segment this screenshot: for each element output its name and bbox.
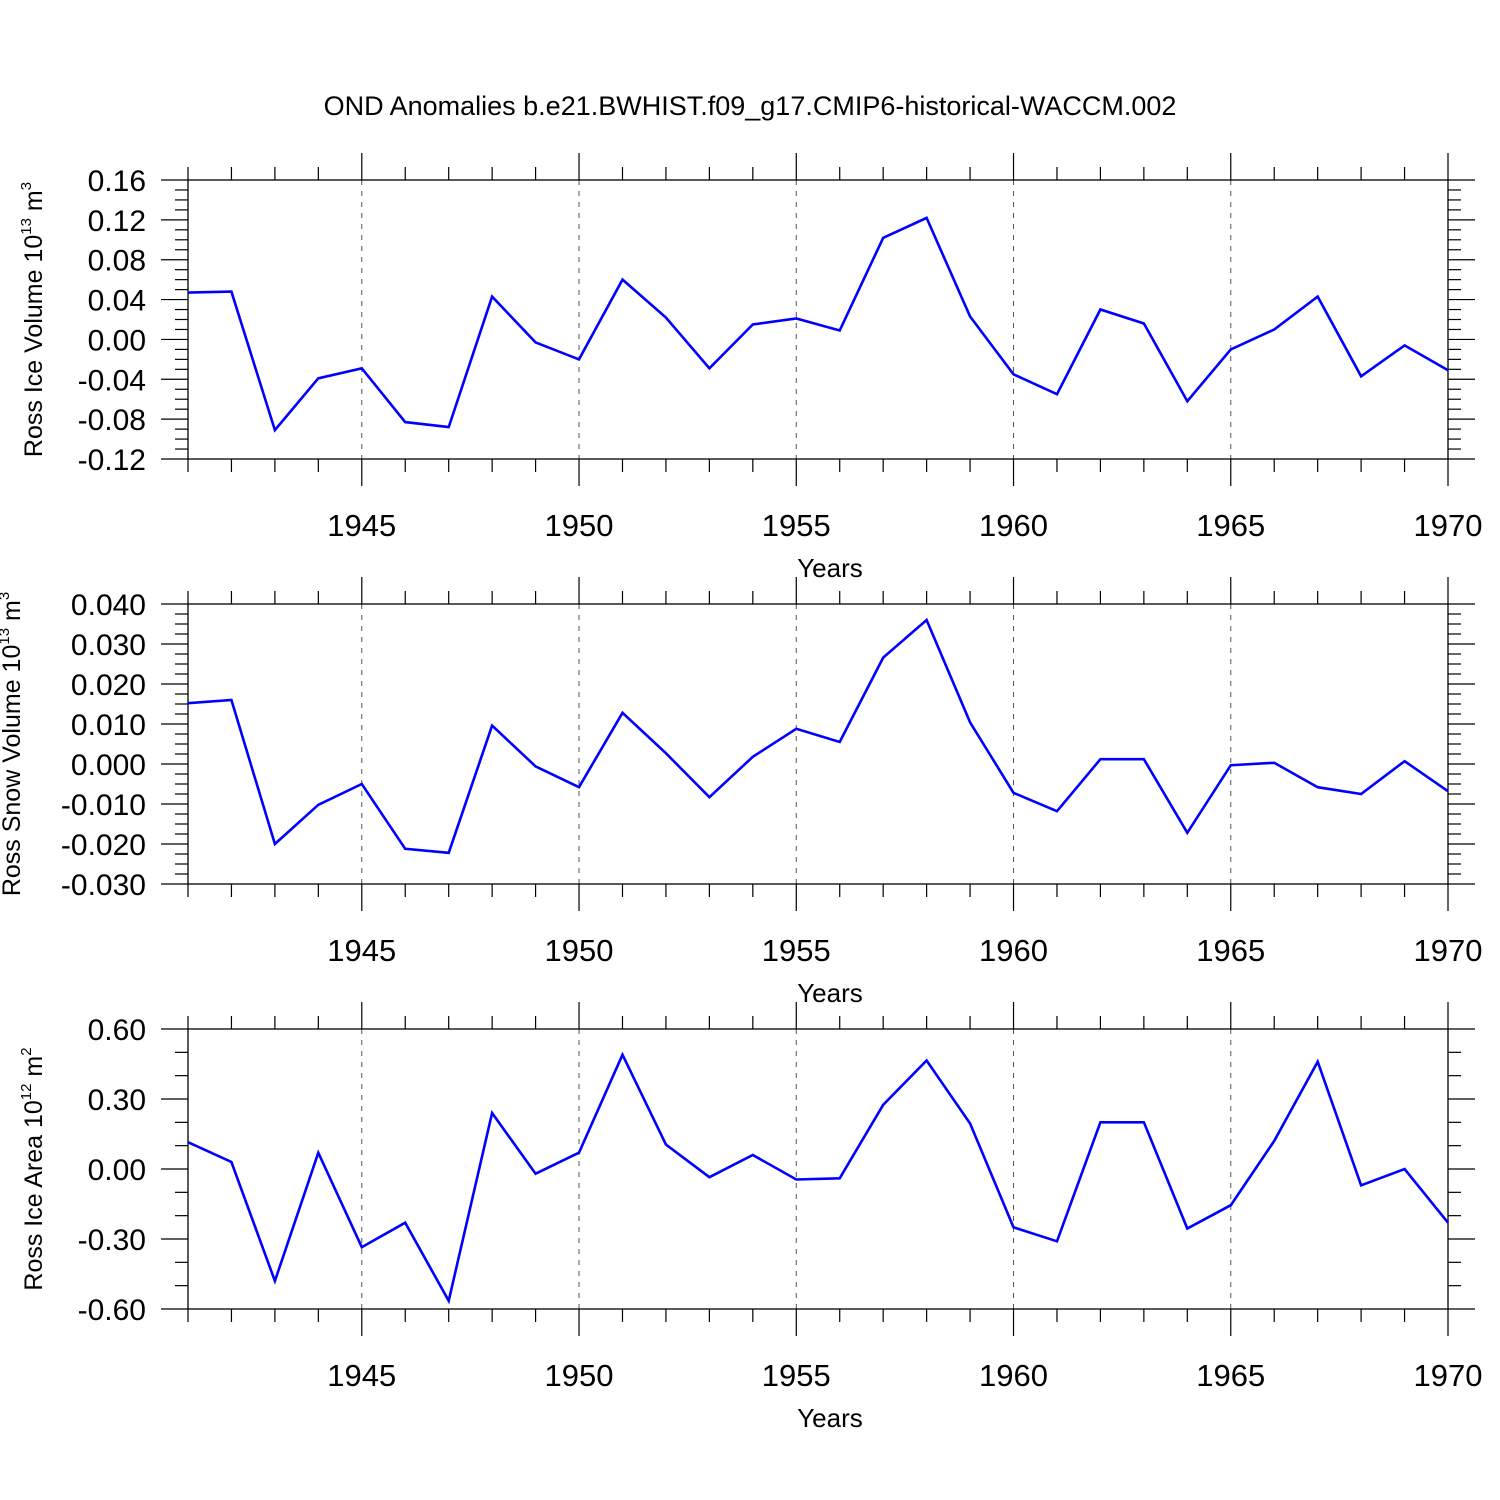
x-tick-label-1965: 1965: [1196, 1358, 1265, 1393]
y-tick-label: 0.04: [88, 285, 146, 318]
panel-3: -0.60 -0.30 0.00 0.30 0.60 1945 1950 1955 1960 19…: [18, 1002, 1482, 1433]
x-axis-label: Years: [797, 1403, 863, 1433]
x-tick-label-1945: 1945: [327, 1358, 396, 1393]
x-tick-label-1950: 1950: [545, 508, 614, 543]
x-ticks: [187, 153, 1449, 486]
y-tick-label: 0.30: [88, 1084, 146, 1117]
x-tick-label-1950: 1950: [545, 933, 614, 968]
y-axis-label-text: Ross Ice Volume 10: [20, 235, 48, 457]
x-tick-label-1950: 1950: [545, 1358, 614, 1393]
x-ticks: [187, 1002, 1449, 1336]
x-tick-label-1965: 1965: [1196, 933, 1265, 968]
y-axis-label-text: Ross Ice Area 10: [20, 1100, 48, 1290]
y-ticks: [161, 179, 1475, 460]
plot-frame: [187, 1028, 1449, 1310]
y-tick-label: 0.08: [88, 245, 146, 278]
x-axis-label: Years: [797, 978, 863, 1008]
x-tick-label-1965: 1965: [1196, 508, 1265, 543]
x-tick-label-1960: 1960: [979, 1358, 1048, 1393]
y-tick-label: -0.08: [78, 404, 146, 437]
plot-frame: [187, 603, 1449, 885]
series-line: [187, 1051, 1450, 1305]
panels: -0.12 -0.08 -0.04 0.00 0.04 0.08 0.12 0.16 1945 1…: [0, 153, 1482, 1433]
x-tick-label-1960: 1960: [979, 933, 1048, 968]
series-line: [187, 216, 1449, 433]
y-tick-label: 0.040: [71, 589, 146, 622]
y-tick-label: -0.30: [78, 1224, 146, 1257]
y-tick-label: 0.16: [88, 165, 146, 198]
panel-1: -0.12 -0.08 -0.04 0.00 0.04 0.08 0.12 0.16 1945 1…: [18, 153, 1482, 583]
y-axis-label-unit-exponent: 2: [18, 1047, 35, 1055]
x-tick-label-1970: 1970: [1414, 508, 1483, 543]
y-axis-label-exponent: 12: [18, 1084, 35, 1101]
x-tick-label-1955: 1955: [762, 508, 831, 543]
y-axis-label-unit-exponent: 3: [18, 182, 35, 190]
figure-title: OND Anomalies b.e21.BWHIST.f09_g17.CMIP6…: [324, 91, 1177, 121]
panel-2: -0.030 -0.020 -0.010 0.000 0.010 0.020 0.030 0.…: [0, 577, 1482, 1008]
y-axis-label-unit: m: [20, 1056, 48, 1084]
y-tick-label: 0.00: [88, 324, 146, 357]
y-tick-label: 0.010: [71, 709, 146, 742]
x-tick-label-1960: 1960: [979, 508, 1048, 543]
plot-frame: [187, 179, 1449, 460]
y-axis-label: Ross Ice Area 1012 m2: [18, 1047, 48, 1290]
x-tick-label-1970: 1970: [1414, 1358, 1483, 1393]
y-tick-label: -0.12: [78, 444, 146, 477]
y-axis-label: Ross Snow Volume 1013 m3: [0, 592, 26, 896]
x-tick-label-1955: 1955: [762, 1358, 831, 1393]
y-tick-label: 0.12: [88, 205, 146, 238]
y-axis-label: Ross Ice Volume 1013 m3: [18, 182, 48, 457]
y-axis-label-text: Ross Snow Volume 10: [0, 645, 26, 897]
y-tick-label: -0.60: [78, 1294, 146, 1327]
y-tick-label: -0.010: [61, 789, 146, 822]
x-tick-label-1970: 1970: [1414, 933, 1483, 968]
y-tick-label: -0.04: [78, 364, 146, 397]
x-axis-label: Years: [797, 553, 863, 583]
y-tick-label: -0.020: [61, 829, 146, 862]
y-tick-label: 0.020: [71, 669, 146, 702]
y-tick-label: 0.000: [71, 749, 146, 782]
y-ticks: [161, 603, 1475, 885]
y-axis-label-unit: m: [0, 600, 26, 628]
x-ticks: [187, 577, 1449, 911]
y-tick-label: 0.030: [71, 629, 146, 662]
x-tick-label-1955: 1955: [762, 933, 831, 968]
series-line: [187, 617, 1449, 855]
y-axis-label-exponent: 13: [18, 218, 35, 235]
y-tick-label: -0.030: [61, 869, 146, 902]
y-tick-label: 0.00: [88, 1154, 146, 1187]
y-tick-label: 0.60: [88, 1014, 146, 1047]
x-tick-label-1945: 1945: [327, 508, 396, 543]
y-axis-label-unit: m: [20, 190, 48, 218]
y-axis-label-unit-exponent: 3: [0, 592, 13, 600]
y-ticks: [161, 1028, 1475, 1310]
x-tick-label-1945: 1945: [327, 933, 396, 968]
y-axis-label-exponent: 13: [0, 628, 13, 645]
